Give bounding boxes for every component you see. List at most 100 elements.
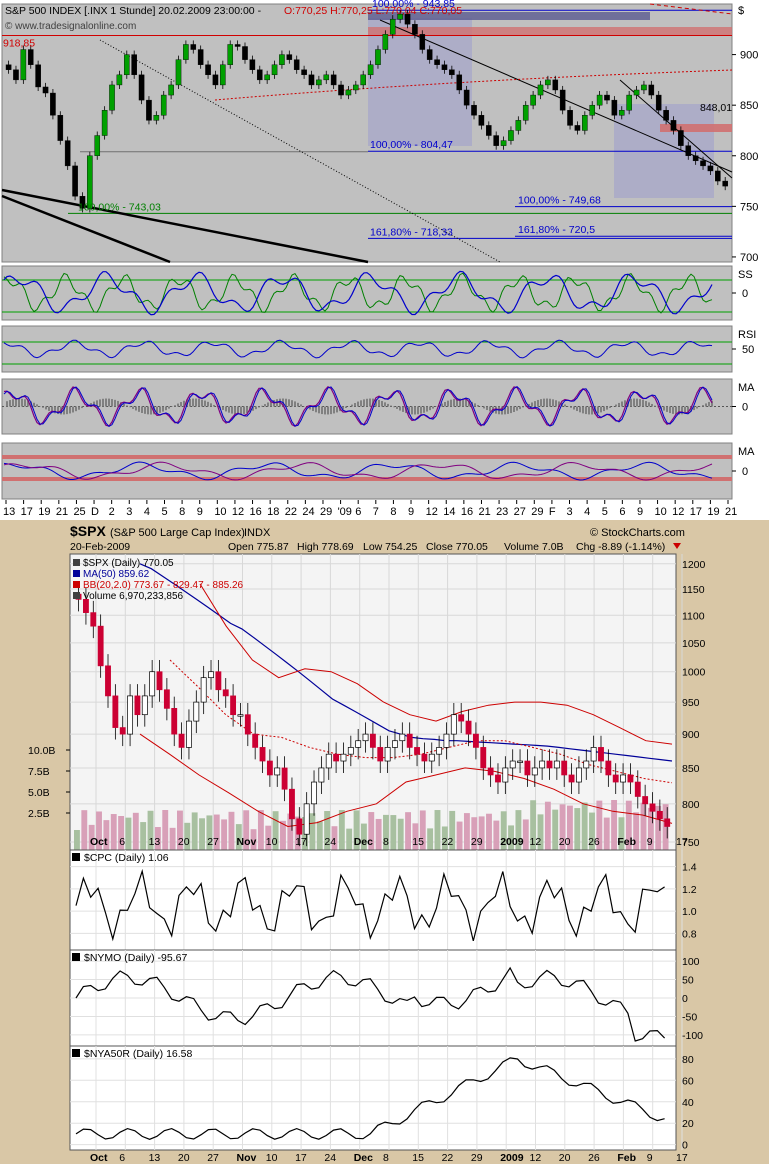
top-xtick-label: 17: [690, 506, 702, 518]
volume-bar: [633, 812, 640, 850]
spx-candle: [384, 747, 391, 762]
ma-hist-bar: [651, 403, 653, 407]
ma-hist-bar: [186, 399, 188, 407]
ma-hist-bar: [141, 406, 143, 413]
ma-hist-bar: [396, 406, 398, 409]
spx-candle: [406, 733, 413, 748]
ma-hist-bar: [516, 406, 518, 411]
top-candle: [412, 24, 418, 35]
top-candle: [685, 145, 692, 156]
top-candle: [700, 160, 706, 167]
top-candle: [582, 115, 588, 131]
ma-hist-bar: [345, 406, 347, 409]
spx-candle: [200, 677, 207, 703]
top-candle: [360, 74, 366, 86]
ma-hist-bar: [243, 406, 245, 414]
breadth-tick-label: 20: [682, 1118, 694, 1130]
spx-candle: [156, 671, 163, 691]
volume-bar: [360, 823, 367, 850]
volume-bar: [287, 813, 294, 850]
ma-hist-bar: [204, 400, 206, 407]
spx-candle: [531, 767, 538, 776]
indicator-tick: 50: [742, 344, 754, 356]
legend-entry: BB(20,2.0) 773.67 - 829.47 - 885.26: [83, 580, 244, 591]
spx-xtick-label: 15: [412, 836, 424, 848]
spx-candle: [590, 747, 597, 762]
ma-hist-bar: [33, 402, 35, 407]
volume-bar: [103, 820, 110, 850]
spx-xtick-label: 12: [530, 836, 542, 848]
top-candle: [94, 135, 101, 156]
ma-hist-bar: [684, 406, 686, 414]
spx-y-axis: 1200 1150 1100 1050 1000 950 900 850 800 750: [682, 559, 706, 849]
ma-hist-bar: [321, 406, 323, 415]
volume-bar: [412, 823, 419, 850]
volume-bar: [88, 824, 95, 850]
volume-bar: [471, 817, 478, 850]
ma-hist-bar: [78, 406, 80, 410]
spx-candle: [369, 733, 376, 748]
spx-symbol: $SPX: [70, 523, 106, 539]
ma-hist-bar: [75, 406, 77, 412]
top-candle: [419, 34, 426, 50]
spx-candle: [656, 810, 663, 820]
spx-candle: [509, 760, 516, 769]
breadth-tick-label: 1.4: [682, 862, 697, 874]
spx-candle: [141, 695, 148, 716]
ma-hist-bar: [369, 398, 371, 407]
volume-bar: [110, 814, 117, 850]
ma-hist-bar: [429, 406, 431, 411]
volume-bar: [544, 801, 551, 850]
top-candle: [463, 89, 470, 106]
bottom-xtick-label: 20: [559, 1152, 571, 1164]
top-candle: [323, 74, 330, 81]
ma-hist-bar: [654, 405, 656, 407]
level-label: 100,00% - 743,03: [78, 201, 161, 213]
spx-candle: [649, 803, 656, 812]
top-candle: [670, 120, 677, 131]
bottom-xtick-label: 20: [178, 1152, 190, 1164]
top-currency: $: [738, 5, 744, 17]
level-label: 161,80% - 718,33: [370, 226, 453, 238]
volume-bar: [272, 811, 279, 850]
spx-candle: [546, 760, 553, 769]
ma-hist-bar: [189, 398, 191, 407]
spx-xtick-label: Dec: [354, 836, 373, 848]
breadth-swatch: [72, 953, 80, 961]
top-candle: [256, 69, 263, 81]
volume-bar: [662, 804, 669, 850]
volume-bar: [324, 811, 331, 850]
top-candle: [27, 49, 34, 65]
ma-hist-bar: [663, 406, 665, 411]
ma-hist-bar: [198, 398, 200, 407]
indicator-panels: SS 0 RSI 50 MA 0 MA 0: [1, 265, 756, 500]
ma-hist-bar: [210, 403, 212, 407]
breadth-tick-label: 40: [682, 1097, 694, 1109]
ma-hist-bar: [585, 406, 587, 415]
ma-hist-bar: [330, 406, 332, 415]
legend-swatch: [73, 592, 80, 599]
top-candle: [434, 59, 440, 65]
volume-bar: [140, 822, 147, 850]
ma-hist-bar: [534, 401, 536, 407]
indicator-label: SS: [738, 269, 753, 281]
top-xtick-label: 9: [197, 506, 203, 518]
ma-hist-bar: [174, 405, 176, 407]
ma2-band: [2, 477, 732, 481]
ma-hist-bar: [390, 405, 392, 407]
top-candle: [242, 46, 248, 60]
breadth-tick-label: 1.0: [682, 906, 697, 918]
top-xtick-label: 18: [267, 506, 279, 518]
bottom-xtick-label: 12: [530, 1152, 542, 1164]
volume-bar: [427, 828, 434, 850]
top-candle: [316, 79, 322, 86]
top-candle: [345, 89, 352, 96]
volume-bar: [346, 828, 353, 850]
ma-hist-bar: [633, 398, 635, 407]
ma-hist-bar: [444, 401, 446, 407]
top-candle: [456, 74, 463, 91]
spx-candle: [620, 774, 626, 783]
spx-xtick-label: 27: [207, 836, 219, 848]
spx-candle: [392, 740, 398, 748]
ma-line-purple: [3, 386, 713, 428]
